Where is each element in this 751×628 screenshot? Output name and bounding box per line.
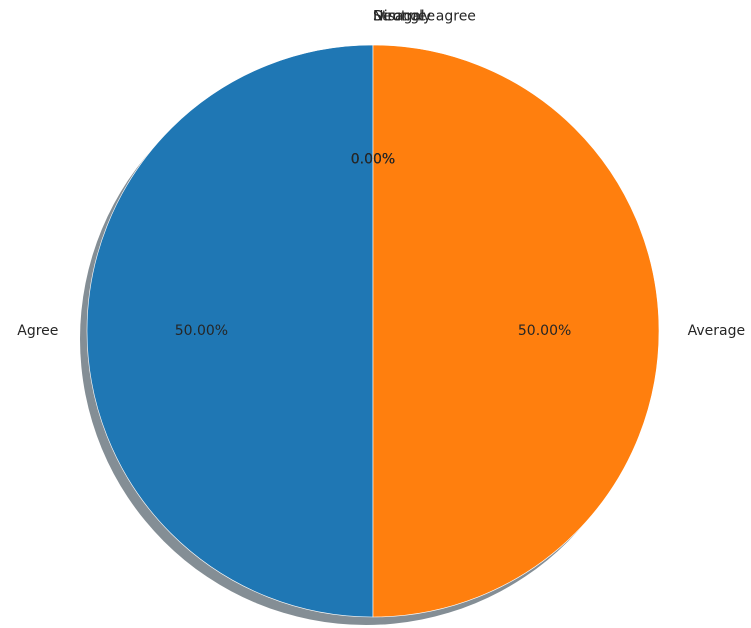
category-label-agree: Agree [17, 323, 58, 339]
category-label-strongly-agree: Strongly agree [373, 8, 476, 24]
percent-label-disagree: 0.00% [351, 151, 395, 167]
pie-slice-average [372, 44, 660, 618]
pie-slice-agree [86, 44, 374, 618]
category-label-average: Average [688, 323, 746, 339]
category-label-disagree: Disagree [373, 8, 435, 24]
category-label-neutral: Neutral [373, 8, 425, 24]
pie-slices [86, 44, 660, 618]
percent-label-average: 50.00% [518, 323, 571, 339]
pie-labels: Agree 50.00% Average 50.00% Strongly agree 0.… [17, 8, 745, 339]
percent-label-strongly-agree: 0.00% [351, 151, 395, 167]
percent-label-neutral: 0.00% [351, 151, 395, 167]
percent-label-agree: 50.00% [175, 323, 228, 339]
